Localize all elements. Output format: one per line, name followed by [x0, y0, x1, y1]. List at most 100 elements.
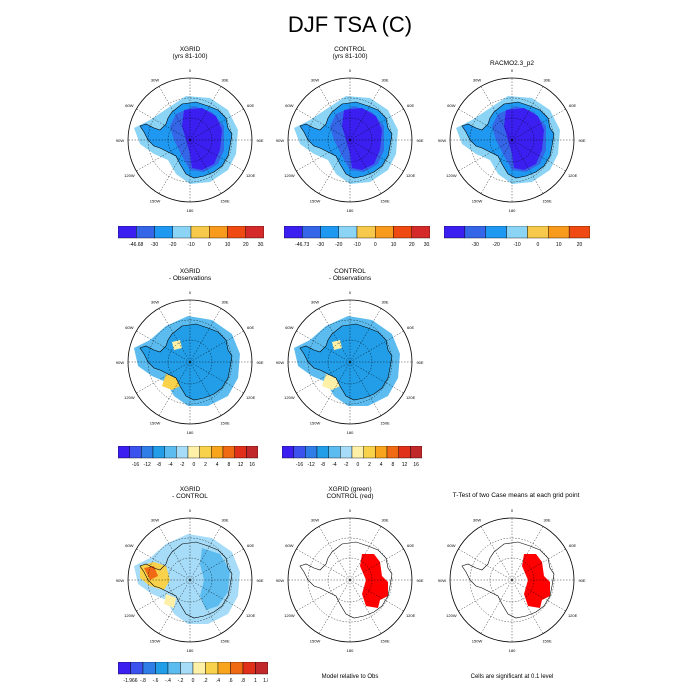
meridian-line — [189, 108, 244, 141]
longitude-label: 0 — [189, 508, 192, 513]
panel-title-line1: XGRID — [179, 486, 201, 493]
longitude-label: 90W — [276, 360, 284, 365]
colorbar-xgrid-control: -1.966-.8 -.6 -.4 -.2 0 .2 .4 .6 .8 1 1.84 — [118, 662, 268, 684]
longitude-label: 150E — [220, 199, 230, 204]
panel-title: T-Test of two Case means at each grid po… — [426, 492, 606, 499]
latitude-circle — [127, 299, 253, 425]
map-field — [134, 316, 240, 406]
colorbar-label: -16 — [296, 462, 303, 468]
meridian-line — [158, 579, 191, 634]
colorbar-label: -4 — [168, 462, 173, 468]
map-field — [360, 554, 388, 608]
longitude-label: 30E — [221, 517, 228, 522]
panel-title: XGRID (yrs 81-100) — [110, 46, 270, 60]
longitude-label: 30W — [311, 299, 319, 304]
polar-map-green-red: 0 30E 60E 90E 120E 150E 180 150W 120W 90W 60W 30W — [276, 508, 424, 653]
colorbar-label: -10 — [513, 242, 520, 248]
meridian-line — [136, 108, 191, 141]
panel-title-line1: XGRID — [179, 46, 201, 53]
meridian-line — [511, 108, 566, 141]
colorbar-label: 20 — [577, 242, 583, 248]
colorbar-label: -2 — [180, 462, 185, 468]
meridian-line — [318, 579, 351, 634]
longitude-label: 90W — [438, 138, 446, 143]
longitude-label: 150E — [380, 639, 390, 644]
meridian-line — [349, 361, 404, 394]
longitude-label: 90E — [416, 578, 423, 583]
map-field — [522, 554, 550, 608]
longitude-label: 90W — [276, 578, 284, 583]
longitude-label: 150E — [220, 639, 230, 644]
colorbar-segment — [192, 662, 206, 675]
longitude-label: 30W — [151, 517, 159, 522]
colorbar-label: 16 — [413, 462, 419, 468]
colorbar-segment — [152, 446, 165, 459]
colorbar-label: 1.84 — [263, 678, 268, 684]
colorbar-label: -30 — [317, 242, 324, 248]
longitude-label: 30W — [473, 517, 481, 522]
longitude-label: 150E — [380, 421, 390, 426]
meridian-line — [349, 548, 404, 581]
meridian-line — [349, 579, 382, 634]
longitude-label: 90W — [116, 360, 124, 365]
longitude-label: 120E — [406, 613, 416, 618]
page-title: DJF TSA (C) — [287, 12, 413, 37]
coastline — [299, 541, 393, 619]
panel-title: CONTROL (yrs 81-100) — [270, 46, 430, 60]
meridian-line — [458, 548, 513, 581]
meridian-line — [511, 139, 566, 172]
colorbar-segment — [164, 446, 177, 459]
meridian-line — [136, 548, 191, 581]
colorbar-segment — [305, 446, 318, 459]
colorbar-label: .4 — [216, 678, 220, 684]
longitude-label: 90W — [116, 138, 124, 143]
longitude-label: 0 — [349, 68, 352, 73]
colorbar-label: .6 — [228, 678, 232, 684]
longitude-label: 60E — [407, 543, 414, 548]
meridian-line — [296, 361, 351, 394]
longitude-label: 150E — [220, 421, 230, 426]
meridian-line — [349, 86, 382, 141]
longitude-label: 180 — [347, 430, 354, 435]
colorbar-racmo: -30 -20 -10 0 10 20 — [444, 226, 590, 248]
colorbar-label: -10 — [353, 242, 360, 248]
colorbar-segment — [302, 226, 321, 239]
longitude-label: 150E — [542, 199, 552, 204]
footer-significance: Cells are significant at 0.1 level — [470, 674, 554, 680]
meridian-line — [349, 579, 404, 612]
longitude-label: 120W — [124, 173, 135, 178]
longitude-label: 120E — [406, 173, 416, 178]
warm-bias-field — [332, 340, 342, 350]
colorbar-segment — [444, 226, 466, 239]
colorbar-label: -20 — [335, 242, 342, 248]
longitude-label: 90E — [256, 138, 263, 143]
colorbar-segment — [282, 446, 294, 459]
longitude-label: 60E — [569, 543, 576, 548]
polar-map-control-obs: 0 30E 60E 90E 120E 150E 180 150W 120W 90W 60W 30W — [276, 290, 424, 435]
meridian-line — [511, 579, 544, 634]
colorbar-segment — [246, 446, 258, 459]
meridian-line — [511, 139, 544, 194]
colorbar-label: 0 — [192, 462, 195, 468]
meridian-line — [189, 139, 222, 194]
meridian-line — [318, 139, 351, 194]
meridian-line — [349, 139, 382, 194]
meridian-line — [480, 579, 513, 634]
meridian-line — [189, 86, 222, 141]
longitude-label: 120W — [284, 613, 295, 618]
meridian-line — [458, 139, 513, 172]
longitude-label: 120W — [446, 613, 457, 618]
colorbar-segment — [328, 446, 341, 459]
colorbar-segment — [338, 226, 358, 239]
colorbar-segment — [187, 446, 200, 459]
longitude-label: 150E — [542, 639, 552, 644]
longitude-label: 180 — [187, 648, 194, 653]
footer-model-vs-obs: Model relative to Obs — [321, 674, 379, 680]
colorbar-segment — [217, 662, 231, 675]
meridian-line — [511, 86, 544, 141]
longitude-label: 150W — [472, 199, 483, 204]
colorbar-segment — [375, 226, 394, 239]
colorbar-label: -8 — [157, 462, 162, 468]
meridian-line — [511, 548, 566, 581]
longitude-label: 90W — [116, 578, 124, 583]
